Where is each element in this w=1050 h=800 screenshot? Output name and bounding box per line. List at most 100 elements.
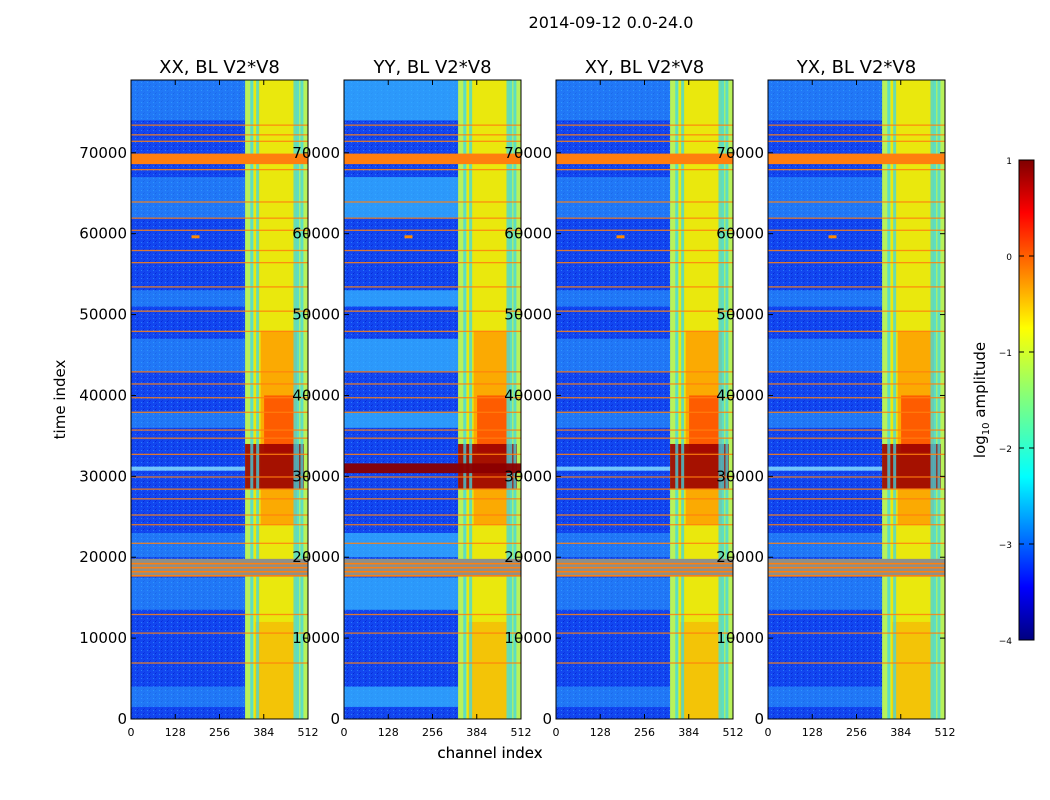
heatmap-body — [556, 80, 733, 719]
flagged-line — [344, 562, 521, 565]
flagged-line — [556, 632, 733, 634]
flagged-line — [556, 371, 733, 373]
flagged-line — [131, 371, 308, 373]
y-tick-label: 0 — [117, 710, 127, 728]
colorbar-tick-label: 0 — [1006, 253, 1012, 263]
x-tick-label: 512 — [511, 726, 532, 739]
flagged-line — [131, 140, 308, 142]
heatmap-band — [344, 290, 459, 307]
x-tick-label: 384 — [678, 726, 699, 739]
flagged-line — [344, 429, 521, 431]
flagged-line — [344, 662, 521, 664]
flagged-line — [768, 429, 945, 431]
x-tick-label: 128 — [802, 726, 823, 739]
flagged-line — [556, 488, 733, 490]
heatmap-band — [344, 338, 459, 372]
flagged-line — [556, 286, 733, 288]
channel-stripe — [887, 80, 891, 719]
x-axis-label: channel index — [437, 744, 542, 762]
hot-region-core — [901, 395, 931, 453]
flagged-line — [556, 514, 733, 516]
y-tick-label: 70000 — [79, 144, 127, 162]
flagged-line — [131, 397, 308, 399]
heatmap-band — [556, 290, 671, 307]
flagged-line — [131, 488, 308, 490]
flagged-line — [344, 134, 521, 136]
flagged-line — [768, 330, 945, 333]
heatmap-band — [344, 177, 459, 218]
flagged-line — [131, 201, 308, 203]
flagged-line — [131, 662, 308, 664]
heatmap-band — [768, 686, 883, 707]
flagged-band — [768, 153, 945, 165]
flagged-line — [131, 217, 308, 219]
flagged-line — [344, 261, 521, 264]
colorbar-tick-label: −2 — [999, 445, 1012, 455]
heatmap-panel: XX, BL V2*V8 0 128 256 384 512 0 10000 20000 3000… — [51, 57, 543, 762]
channel-stripe — [718, 80, 722, 719]
flagged-line — [556, 411, 733, 413]
flagged-line — [131, 429, 308, 431]
flagged-line — [556, 453, 733, 455]
flagged-line — [131, 383, 308, 385]
y-tick-label: 20000 — [79, 548, 127, 566]
channel-stripe — [933, 80, 937, 719]
flagged-line — [556, 383, 733, 385]
colorbar-tick-label: −4 — [999, 637, 1013, 647]
heatmap-body — [768, 80, 945, 719]
flagged-line — [131, 613, 308, 616]
flagged-line — [768, 575, 945, 577]
y-tick-label: 40000 — [292, 386, 340, 404]
flagged-line — [768, 488, 945, 490]
warm-region — [255, 621, 294, 719]
y-tick-label: 40000 — [716, 386, 764, 404]
flagged-line — [344, 310, 521, 312]
flagged-line — [131, 168, 308, 171]
flagged-line — [131, 453, 308, 455]
flagged-line — [344, 201, 521, 203]
flagged-line — [768, 476, 945, 478]
flagged-line — [344, 411, 521, 413]
x-tick-label: 128 — [590, 726, 611, 739]
y-tick-label: 50000 — [79, 306, 127, 324]
hot-spot — [404, 235, 413, 239]
heatmap-panel: YY, BL V2*V8 0 128 256 384 512 0 10000 20000 3000… — [292, 57, 542, 762]
flagged-line — [768, 632, 945, 634]
y-tick-label: 10000 — [292, 629, 340, 647]
hot-region-core — [477, 395, 507, 453]
flagged-line — [344, 249, 521, 252]
y-tick-label: 60000 — [292, 225, 340, 243]
y-tick-label: 10000 — [504, 629, 552, 647]
heatmap-band — [768, 80, 883, 121]
x-tick-label: 256 — [422, 726, 443, 739]
flagged-line — [344, 524, 521, 526]
y-tick-label: 60000 — [504, 225, 552, 243]
y-tick-label: 20000 — [716, 548, 764, 566]
flagged-line — [344, 566, 521, 569]
x-tick-label: 512 — [935, 726, 956, 739]
channel-stripe — [681, 80, 685, 719]
channel-stripe — [250, 80, 254, 719]
heatmap-band — [344, 686, 459, 707]
flagged-line — [344, 498, 521, 500]
x-tick-label: 256 — [846, 726, 867, 739]
y-tick-label: 60000 — [716, 225, 764, 243]
channel-stripe — [721, 80, 725, 719]
flagged-line — [556, 575, 733, 577]
flagged-line — [556, 397, 733, 399]
flagged-line — [344, 632, 521, 634]
flagged-line — [556, 613, 733, 616]
flagged-line — [768, 371, 945, 373]
heatmap-band — [344, 577, 459, 610]
heatmap-band — [556, 686, 671, 707]
heatmap-panel: YX, BL V2*V8 0 128 256 384 512 0 10000 20000 3000… — [716, 57, 955, 739]
heatmap-band — [768, 411, 883, 428]
warm-region — [892, 621, 931, 719]
channel-stripe — [893, 80, 897, 719]
figure-suptitle: 2014-09-12 0.0-24.0 — [529, 13, 694, 32]
heatmap-band — [768, 338, 883, 372]
flagged-line — [344, 140, 521, 142]
flagged-line — [768, 570, 945, 573]
flagged-line — [344, 575, 521, 577]
flagged-line — [768, 201, 945, 203]
